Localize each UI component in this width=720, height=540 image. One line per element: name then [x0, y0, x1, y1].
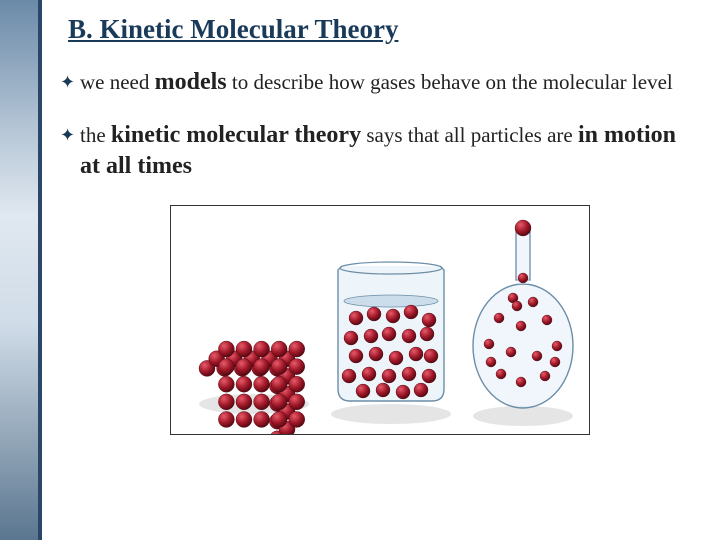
slide-content: B. Kinetic Molecular Theory ✦ we need mo… — [60, 14, 700, 435]
bullet-2-pre: the — [80, 123, 111, 147]
slide-title: B. Kinetic Molecular Theory — [60, 14, 700, 45]
bullet-1-text: we need models to describe how gases beh… — [80, 67, 700, 98]
bullet-2-em1: kinetic molecular theory — [111, 122, 361, 148]
bullet-2: ✦ the kinetic molecular theory says that… — [60, 120, 700, 182]
bullet-1: ✦ we need models to describe how gases b… — [60, 67, 700, 98]
bullet-1-em: models — [155, 69, 227, 95]
decorative-left-stripe — [0, 0, 42, 540]
bullet-1-mid: to describe how gases behave on the mole… — [227, 70, 673, 94]
bullet-marker-icon: ✦ — [60, 71, 80, 94]
bullet-2-text: the kinetic molecular theory says that a… — [80, 120, 700, 182]
figure-svg — [171, 206, 589, 434]
bullet-2-mid: says that all particles are — [361, 123, 578, 147]
bullet-1-pre: we need — [80, 70, 155, 94]
bullet-marker-icon: ✦ — [60, 124, 80, 147]
states-of-matter-figure — [170, 205, 590, 435]
